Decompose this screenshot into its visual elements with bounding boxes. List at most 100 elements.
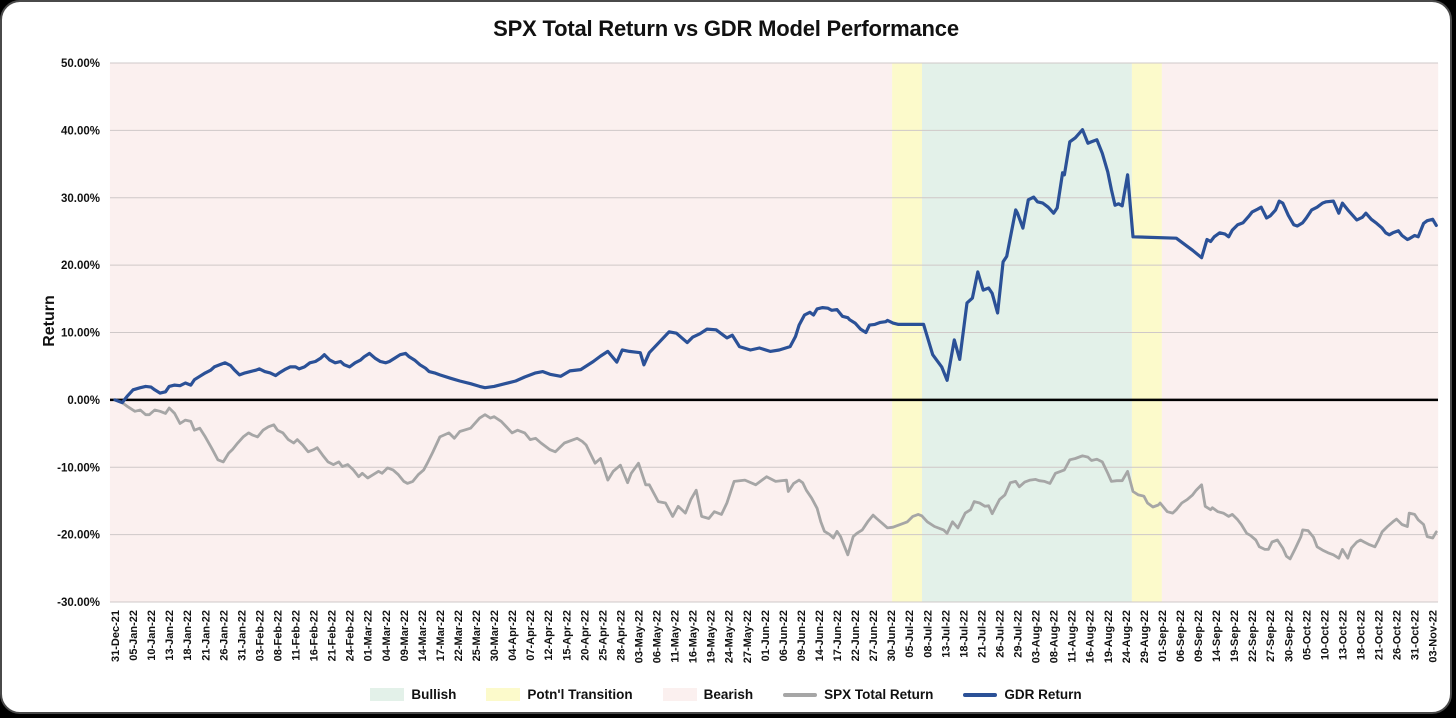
- legend-swatch-gdr: [963, 692, 998, 697]
- chart-title: SPX Total Return vs GDR Model Performanc…: [493, 16, 959, 41]
- x-axis-label: 29-Jul-22: [1013, 610, 1025, 658]
- x-axis-label: 25-Mar-22: [471, 610, 483, 661]
- x-axis-label: 05-Jul-22: [904, 610, 916, 658]
- x-axis-label: 18-Jan-22: [182, 610, 194, 661]
- x-axis-label: 06-Sep-22: [1175, 610, 1187, 662]
- x-axis-label: 01-Mar-22: [363, 610, 375, 661]
- legend-item-bearish: Bearish: [662, 687, 754, 702]
- x-axis-label: 24-Aug-22: [1121, 610, 1133, 663]
- x-axis-label: 14-Jun-22: [814, 610, 826, 661]
- x-axis-label: 03-May-22: [633, 610, 645, 663]
- y-axis-tick: 10.00%: [61, 328, 100, 340]
- x-axis-label: 06-Jun-22: [778, 610, 790, 661]
- x-axis-label: 19-Sep-22: [1229, 610, 1241, 662]
- x-axis-label: 21-Feb-22: [327, 610, 339, 661]
- x-axis-label: 24-Feb-22: [345, 610, 357, 661]
- y-axis-tick: 50.00%: [61, 58, 100, 70]
- x-axis-label: 18-Jul-22: [958, 610, 970, 658]
- x-axis-label: 24-May-22: [724, 610, 736, 663]
- x-axis-label: 16-May-22: [688, 610, 700, 663]
- x-axis-label: 09-Jun-22: [796, 610, 808, 661]
- x-axis-label: 04-Mar-22: [381, 610, 393, 661]
- x-axis-label: 09-Sep-22: [1193, 610, 1205, 662]
- legend-swatch-spx: [783, 692, 818, 697]
- x-axis-label: 27-May-22: [742, 610, 754, 663]
- x-axis-label: 08-Jul-22: [922, 610, 934, 658]
- x-axis-label: 07-Apr-22: [525, 610, 537, 661]
- x-axis-label: 04-Apr-22: [507, 610, 519, 661]
- legend-swatch-transition: [486, 688, 521, 701]
- x-axis-label: 31-Oct-22: [1410, 610, 1422, 660]
- x-axis-label: 17-Mar-22: [435, 610, 447, 661]
- x-axis-label: 13-Jan-22: [164, 610, 176, 661]
- x-axis-label: 26-Jan-22: [218, 610, 230, 661]
- x-axis-label: 03-Feb-22: [254, 610, 266, 661]
- x-axis-label: 05-Jan-22: [128, 610, 140, 661]
- x-axis-label: 31-Jan-22: [236, 610, 248, 661]
- x-axis-label: 30-Jun-22: [886, 610, 898, 661]
- x-axis-label: 17-Jun-22: [832, 610, 844, 661]
- x-axis-label: 05-Oct-22: [1301, 610, 1313, 660]
- x-axis-label: 13-Oct-22: [1337, 610, 1349, 660]
- y-axis-tick: -30.00%: [57, 597, 100, 609]
- x-axis-label: 01-Jun-22: [760, 610, 772, 661]
- legend-item-bullish: Bullish: [370, 687, 456, 702]
- x-axis-label: 14-Mar-22: [417, 610, 429, 661]
- x-axis-label: 22-Mar-22: [453, 610, 465, 661]
- legend-item-spx: SPX Total Return: [783, 687, 933, 702]
- x-axis-label: 27-Jun-22: [868, 610, 880, 661]
- x-axis-label: 25-Apr-22: [597, 610, 609, 661]
- legend-label-bullish: Bullish: [411, 687, 457, 702]
- x-axis-label: 26-Oct-22: [1392, 610, 1404, 660]
- x-axis-label: 16-Aug-22: [1085, 610, 1097, 663]
- x-axis-label: 20-Apr-22: [579, 610, 591, 661]
- x-axis-label: 10-Oct-22: [1319, 610, 1331, 660]
- legend-swatch-bearish: [662, 688, 697, 701]
- x-axis-label: 21-Oct-22: [1374, 610, 1386, 660]
- x-axis-label: 06-May-22: [652, 610, 664, 663]
- legend-label-gdr: GDR Return: [1004, 687, 1082, 702]
- x-axis-label: 14-Sep-22: [1211, 610, 1223, 662]
- legend-label-bearish: Bearish: [703, 687, 754, 702]
- x-axis-label: 19-Aug-22: [1103, 610, 1115, 663]
- x-axis-label: 01-Sep-22: [1157, 610, 1169, 662]
- x-axis-label: 11-Aug-22: [1067, 610, 1079, 663]
- x-axis-label: 19-May-22: [706, 610, 718, 663]
- x-axis-label: 22-Jun-22: [850, 610, 862, 661]
- series-line-spx-total-return: [113, 398, 1438, 561]
- y-axis-tick: -10.00%: [57, 462, 100, 474]
- x-axis-label: 30-Mar-22: [489, 610, 501, 661]
- y-axis-tick: 0.00%: [67, 395, 100, 407]
- legend-swatch-bullish: [370, 688, 405, 701]
- x-axis-label: 03-Nov-22: [1428, 610, 1440, 663]
- x-axis-label: 10-Jan-22: [146, 610, 158, 661]
- x-axis-label: 03-Aug-22: [1031, 610, 1043, 663]
- x-axis-label: 12-Apr-22: [543, 610, 555, 661]
- legend-label-spx: SPX Total Return: [824, 687, 934, 702]
- x-axis-label: 11-Feb-22: [291, 610, 303, 661]
- x-axis-label: 21-Jul-22: [976, 610, 988, 658]
- x-axis-label: 27-Sep-22: [1265, 610, 1277, 662]
- x-axis-label: 31-Dec-21: [110, 610, 122, 662]
- x-axis-label: 21-Jan-22: [200, 610, 212, 661]
- y-axis-tick: -20.00%: [57, 530, 100, 542]
- x-axis-label: 13-Jul-22: [940, 610, 952, 658]
- legend-item-gdr: GDR Return: [963, 687, 1082, 702]
- x-axis-label: 08-Feb-22: [272, 610, 284, 661]
- y-axis-tick: 40.00%: [61, 125, 100, 137]
- series-line-gdr-return: [113, 128, 1438, 405]
- legend: Bullish Potn'l Transition Bearish SPX Total…: [2, 687, 1450, 702]
- x-axis-label: 30-Sep-22: [1283, 610, 1295, 662]
- legend-label-transition: Potn'l Transition: [527, 687, 633, 702]
- x-axis-label: 11-May-22: [670, 610, 682, 663]
- x-axis-label: 08-Aug-22: [1049, 610, 1061, 663]
- x-axis-label: 09-Mar-22: [399, 610, 411, 661]
- legend-item-transition: Potn'l Transition: [486, 687, 633, 702]
- y-axis-tick: 20.00%: [61, 260, 100, 272]
- x-axis-label: 15-Apr-22: [561, 610, 573, 661]
- x-axis-label: 16-Feb-22: [309, 610, 321, 661]
- y-axis-tick: 30.00%: [61, 193, 100, 205]
- x-axis-label: 28-Apr-22: [615, 610, 627, 661]
